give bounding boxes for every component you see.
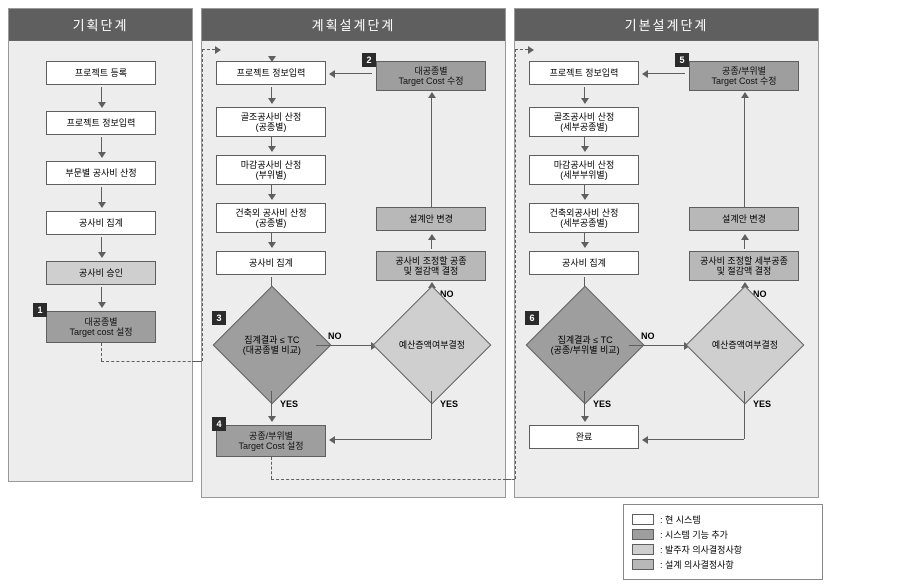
c1-n1: 프로젝트 등록 [46, 61, 156, 85]
column-schematic: 계획설계단계 프로젝트 정보입력 골조공사비 산정 (공종별) 마감공사비 산정… [201, 8, 506, 498]
flowchart-root: 기획단계 프로젝트 등록 프로젝트 정보입력 부문별 공사비 산정 공사비 집계… [8, 8, 893, 498]
swatch-white [632, 514, 654, 525]
column-planning: 기획단계 프로젝트 등록 프로젝트 정보입력 부문별 공사비 산정 공사비 집계… [8, 8, 193, 482]
c1-n5: 공사비 승인 [46, 261, 156, 285]
c3-r1: 공종/부위별 Target Cost 수정 [689, 61, 799, 91]
c3-yes: YES [593, 399, 611, 409]
c2-no: NO [328, 331, 342, 341]
c1-n3: 부문별 공사비 산정 [46, 161, 156, 185]
c2-r2: 설계안 변경 [376, 207, 486, 231]
swatch-add [632, 529, 654, 540]
col1-title: 기획단계 [9, 9, 192, 41]
c3-r3: 공사비 조정할 세부공종 및 절감액 결정 [689, 251, 799, 281]
col2-title: 계획설계단계 [202, 9, 505, 41]
badge-4: 4 [212, 417, 226, 431]
badge-3: 3 [212, 311, 226, 325]
c3-d6: 집계결과 ≤ TC (공종/부위별 비교) [526, 286, 645, 405]
c2-r1: 대공종별 Target Cost 수정 [376, 61, 486, 91]
c3-n7: 완료 [529, 425, 639, 449]
column-basic: 기본설계단계 프로젝트 정보입력 골조공사비 산정 (세부공종별) 마감공사비 … [514, 8, 819, 498]
c1-n2: 프로젝트 정보입력 [46, 111, 156, 135]
c2-n4: 건축외 공사비 산정 (공종별) [216, 203, 326, 233]
c2-d6: 집계결과 ≤ TC (대공종별 비교) [213, 286, 332, 405]
legend-row-3: : 발주자 의사결정사항 [632, 543, 814, 556]
c3-yes-r: YES [753, 399, 771, 409]
badge-1: 1 [33, 303, 47, 317]
legend: : 현 시스템 : 시스템 기능 추가 : 발주자 의사결정사항 : 설계 의사… [623, 504, 823, 580]
badge-2: 2 [362, 53, 376, 67]
c3-rd: 예산증액여부결정 [686, 286, 805, 405]
c3-n5: 공사비 집계 [529, 251, 639, 275]
badge-5: 5 [675, 53, 689, 67]
c2-n3: 마감공사비 산정 (부위별) [216, 155, 326, 185]
c2-n5: 공사비 집계 [216, 251, 326, 275]
c1-n4: 공사비 집계 [46, 211, 156, 235]
c2-yes-r: YES [440, 399, 458, 409]
c2-n7: 공종/부위별 Target Cost 설정 [216, 425, 326, 457]
c3-n2: 골조공사비 산정 (세부공종별) [529, 107, 639, 137]
badge-6: 6 [525, 311, 539, 325]
c3-n1: 프로젝트 정보입력 [529, 61, 639, 85]
c1-n6: 대공종별 Target cost 설정 [46, 311, 156, 343]
legend-row-1: : 현 시스템 [632, 513, 814, 526]
swatch-design [632, 559, 654, 570]
c2-rd: 예산증액여부결정 [373, 286, 492, 405]
c3-n4: 건축외공사비 산정 (세부공종별) [529, 203, 639, 233]
swatch-dec [632, 544, 654, 555]
c2-yes: YES [280, 399, 298, 409]
c3-r2: 설계안 변경 [689, 207, 799, 231]
c2-r3: 공사비 조정할 공종 및 절감액 결정 [376, 251, 486, 281]
legend-row-4: : 설계 의사결정사항 [632, 558, 814, 571]
c2-n2: 골조공사비 산정 (공종별) [216, 107, 326, 137]
legend-row-2: : 시스템 기능 추가 [632, 528, 814, 541]
col3-title: 기본설계단계 [515, 9, 818, 41]
c2-n1: 프로젝트 정보입력 [216, 61, 326, 85]
c3-n3: 마감공사비 산정 (세부부위별) [529, 155, 639, 185]
c3-no: NO [641, 331, 655, 341]
